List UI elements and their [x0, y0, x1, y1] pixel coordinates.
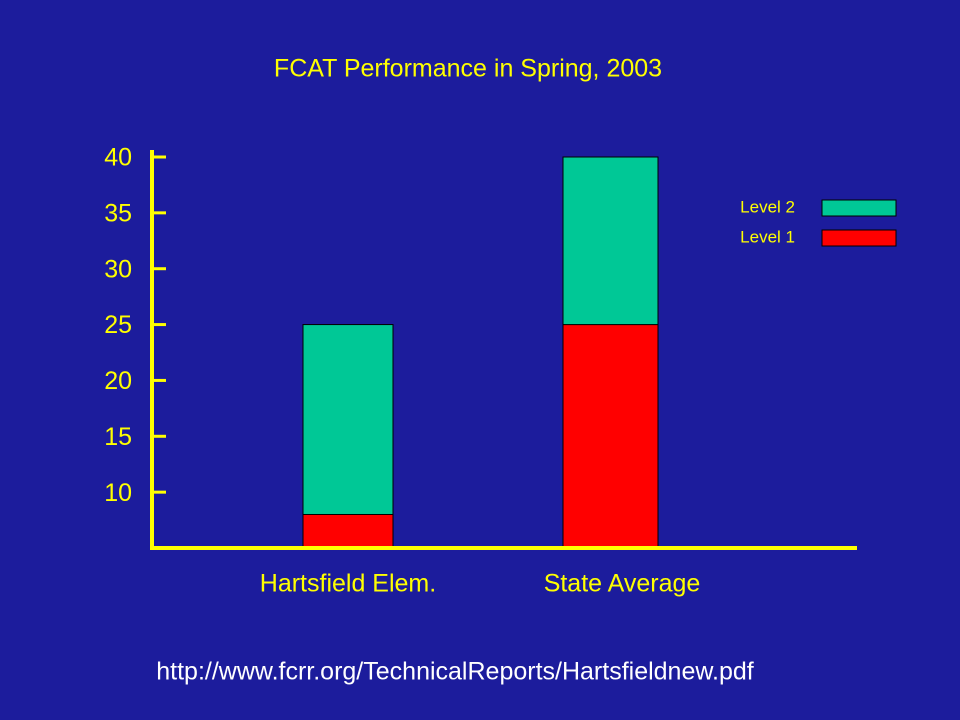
legend-swatch [821, 229, 897, 247]
legend-swatch [821, 199, 897, 217]
source-url: http://www.fcrr.org/TechnicalReports/Har… [156, 658, 754, 686]
legend-label: Level 2 [740, 197, 795, 216]
bar-segment [562, 156, 659, 326]
y-tick-label: 40 [104, 144, 132, 172]
x-tick-label: Hartsfield Elem. [260, 570, 436, 598]
y-tick-label: 25 [104, 311, 132, 339]
legend-label: Level 1 [740, 227, 795, 246]
y-tick-label: 15 [104, 423, 132, 451]
chart-title: FCAT Performance in Spring, 2003 [274, 55, 662, 83]
y-tick-label: 35 [104, 199, 132, 227]
y-tick-label: 20 [104, 367, 132, 395]
bar-segment [562, 324, 659, 549]
y-tick-label: 10 [104, 479, 132, 507]
y-tick-label: 30 [104, 255, 132, 283]
bar-segment [302, 324, 394, 515]
x-tick-label: State Average [544, 570, 701, 598]
bar-segment [302, 513, 394, 549]
